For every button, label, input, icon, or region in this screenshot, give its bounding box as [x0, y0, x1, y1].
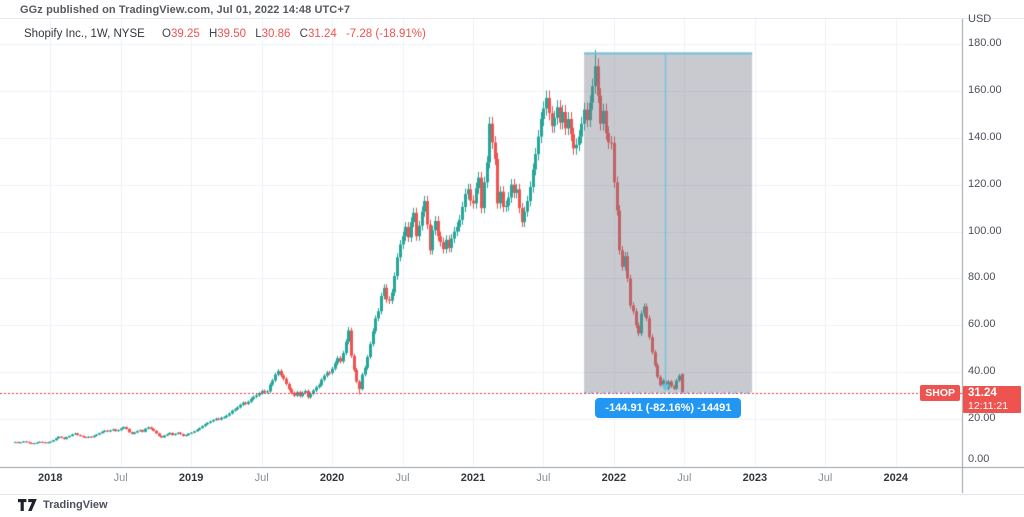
time-tick-label: Jul [677, 472, 692, 484]
price-tick-label: 20.00 [968, 412, 996, 425]
last-price-badge[interactable]: 31.24 12:11:21 [963, 385, 1021, 413]
price-tick-label: 40.00 [968, 365, 996, 378]
bar-countdown: 12:11:21 [968, 399, 1009, 412]
time-tick-label: 2022 [601, 472, 627, 484]
close-value: 31.24 [307, 28, 337, 40]
tradingview-attribution[interactable]: TradingView [18, 499, 108, 511]
time-tick-label: Jul [536, 472, 551, 484]
low-label: L [255, 28, 262, 40]
symbol-price-line-badge[interactable]: SHOP [920, 384, 960, 401]
last-price-value: 31.24 [968, 386, 997, 399]
tradingview-logo-icon [18, 499, 38, 511]
open-value: 39.25 [170, 28, 200, 40]
price-tick-label: 100.00 [968, 224, 1002, 237]
currency-label: USD [968, 13, 992, 25]
price-tick-label: 80.00 [968, 271, 996, 284]
symbol-title: Shopify Inc., 1W, NYSE [24, 28, 145, 40]
time-tick-label: 2018 [37, 472, 63, 484]
high-label: H [208, 28, 218, 40]
footer-divider [0, 494, 1024, 495]
price-tick-label: 140.00 [968, 130, 1002, 143]
time-tick-label: 2024 [883, 472, 908, 484]
time-tick-label: 2020 [319, 472, 345, 484]
time-tick-label: Jul [254, 472, 269, 484]
price-tick-label: 0.00 [968, 453, 990, 465]
measure-tool-tooltip: -144.91 (-82.16%) -14491 [595, 398, 742, 418]
tradingview-wordmark: TradingView [43, 499, 108, 511]
change-value: -7.28 (-18.91%) [345, 28, 426, 40]
symbol-legend[interactable]: Shopify Inc., 1W, NYSE O39.25 H39.50 L30… [24, 28, 426, 40]
time-tick-label: Jul [395, 472, 410, 484]
close-label: C [299, 28, 308, 40]
time-tick-label: Jul [818, 472, 833, 484]
time-tick-label: 2023 [742, 472, 768, 484]
price-tick-label: 60.00 [968, 318, 996, 331]
time-tick-label: Jul [113, 472, 128, 484]
price-tick-label: 160.00 [968, 83, 1002, 96]
header-divider [0, 18, 1024, 19]
time-tick-label: 2021 [460, 472, 486, 484]
low-value: 30.86 [261, 28, 291, 40]
published-header-text: GGz published on TradingView.com, Jul 01… [20, 4, 351, 16]
time-tick-label: 2019 [178, 472, 204, 484]
price-tick-label: 120.00 [968, 177, 1002, 190]
open-label: O [162, 28, 171, 40]
high-value: 39.50 [217, 28, 247, 40]
price-tick-label: 180.00 [968, 37, 1002, 49]
